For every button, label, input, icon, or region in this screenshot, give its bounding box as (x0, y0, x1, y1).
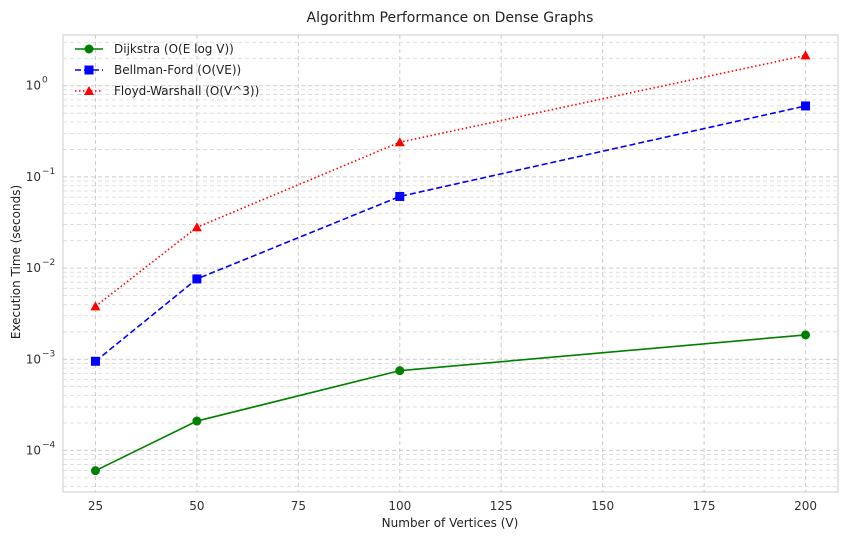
series-group (90, 101, 811, 366)
y-tick-exponent: 0 (42, 76, 48, 86)
x-tick-label: 175 (693, 499, 716, 513)
plot-frame (62, 34, 839, 493)
series-group (90, 50, 811, 311)
chart-title: Algorithm Performance on Dense Graphs (307, 10, 594, 26)
data-point (90, 466, 100, 476)
x-tick-label: 125 (490, 499, 513, 513)
data-point (90, 356, 100, 366)
data-point (395, 366, 405, 376)
data-point (394, 137, 405, 147)
legend-item: Floyd-Warshall (O(V^3)) (75, 84, 259, 98)
x-tick-label: 50 (189, 499, 204, 513)
y-tick-exponent: −1 (42, 167, 55, 177)
x-tick-label: 100 (388, 499, 411, 513)
x-tick-label: 200 (794, 499, 817, 513)
y-tick-label: 10 (26, 352, 41, 366)
series-line (94, 54, 806, 308)
data-point (801, 330, 811, 340)
legend-item: Dijkstra (O(E log V)) (75, 42, 234, 56)
y-tick-label: 10 (26, 170, 41, 184)
data-point (84, 44, 94, 54)
series-group (90, 330, 811, 476)
data-point (191, 222, 202, 232)
data-point (84, 86, 94, 95)
x-tick-label: 150 (591, 499, 614, 513)
data-point (84, 65, 94, 75)
series-line (94, 105, 806, 362)
data-point (801, 101, 811, 111)
y-axis-label: Execution Time (seconds) (9, 185, 23, 339)
data-point (192, 274, 202, 284)
x-tick-label: 25 (88, 499, 103, 513)
x-axis-label: Number of Vertices (V) (382, 516, 519, 530)
grid-layer (63, 35, 838, 492)
legend-label: Dijkstra (O(E log V)) (114, 42, 234, 56)
y-tick-label: 10 (26, 443, 41, 457)
x-tick-label: 75 (291, 499, 306, 513)
series-line (95, 334, 806, 472)
y-tick-exponent: −4 (42, 440, 56, 450)
legend-label: Bellman-Ford (O(VE)) (114, 63, 241, 77)
y-tick-exponent: −2 (42, 258, 55, 268)
data-point (395, 191, 405, 201)
data-point (90, 301, 101, 311)
legend-label: Floyd-Warshall (O(V^3)) (114, 84, 259, 98)
y-tick-label: 10 (26, 261, 41, 275)
data-point (800, 50, 811, 60)
y-tick-exponent: −3 (42, 349, 55, 359)
legend: Dijkstra (O(E log V)) Bellman-Ford (O(VE)… (75, 42, 259, 98)
legend-item: Bellman-Ford (O(VE)) (75, 63, 241, 77)
series-layer (90, 50, 811, 476)
data-point (192, 416, 202, 426)
y-tick-label: 10 (26, 79, 41, 93)
